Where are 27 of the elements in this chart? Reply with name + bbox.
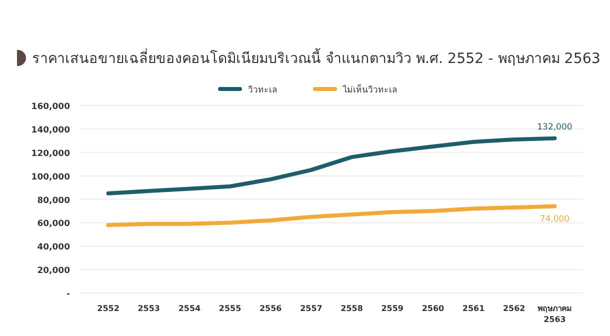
data-label: 132,000 (537, 122, 572, 132)
legend-label: วิวทะเล (248, 86, 277, 96)
x-tick-label: 2559 (381, 304, 404, 313)
y-tick-label: 40,000 (37, 242, 70, 253)
line-series (106, 136, 557, 196)
x-tick-label: 2552 (97, 304, 120, 313)
y-tick-label: 20,000 (37, 266, 70, 276)
y-tick-label: 100,000 (31, 172, 70, 182)
x-tick-label: 2554 (178, 304, 202, 313)
y-tick-label: 160,000 (31, 102, 70, 112)
y-tick-label: 80,000 (37, 196, 70, 206)
x-tick-label: พฤษภาคม 2563 (538, 304, 572, 324)
x-tick-label: 2556 (259, 304, 282, 313)
legend-label: ไม่เห็นวิวทะเล (342, 84, 397, 96)
chart-title: ราคาเสนอขายเฉลี่ยของคอนโดมิเนียมบริเวณนี้ จำแนกตามวิว พ.ศ. 2552 - พฤษภาคม 2563 (32, 48, 600, 67)
x-tick-label: 2562 (502, 304, 526, 313)
x-tick-label: 2557 (300, 304, 322, 313)
y-tick-label: 140,000 (31, 125, 70, 136)
x-tick-label: 2553 (138, 304, 160, 313)
x-tick-label: 2555 (218, 304, 242, 313)
x-tick-label: 2561 (462, 304, 486, 313)
data-label: 74,000 (540, 214, 570, 224)
x-tick-label: 2558 (340, 304, 364, 313)
y-tick-label: - (66, 290, 70, 300)
x-tick-label: 2560 (422, 304, 445, 313)
y-tick-label: 60,000 (37, 219, 70, 230)
y-tick-label: 120,000 (31, 148, 70, 159)
